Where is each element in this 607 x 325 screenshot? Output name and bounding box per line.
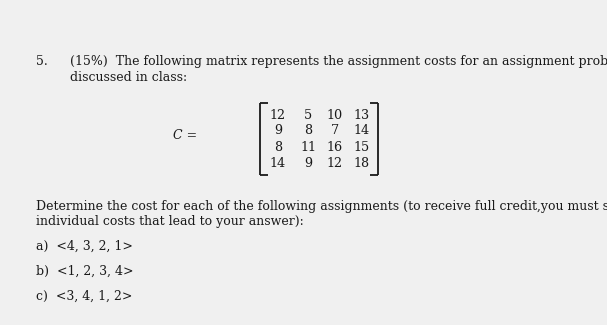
Text: 12: 12: [270, 109, 286, 122]
Text: c)  <3, 4, 1, 2>: c) <3, 4, 1, 2>: [36, 290, 133, 303]
Text: 8: 8: [304, 124, 312, 137]
Text: 16: 16: [327, 140, 343, 153]
Text: 15: 15: [354, 140, 370, 153]
Text: Determine the cost for each of the following assignments (to receive full credit: Determine the cost for each of the follo…: [36, 200, 607, 213]
Text: 9: 9: [304, 157, 312, 170]
Text: C =: C =: [173, 128, 197, 141]
Text: 11: 11: [300, 140, 316, 153]
Text: 12: 12: [327, 157, 343, 170]
Text: 14: 14: [354, 124, 370, 137]
Text: 5.: 5.: [36, 55, 48, 68]
Text: 9: 9: [274, 124, 282, 137]
Text: 14: 14: [270, 157, 286, 170]
Text: 8: 8: [274, 140, 282, 153]
Text: discussed in class:: discussed in class:: [70, 71, 187, 84]
Text: 7: 7: [331, 124, 339, 137]
Text: 5: 5: [304, 109, 312, 122]
Text: b)  <1, 2, 3, 4>: b) <1, 2, 3, 4>: [36, 265, 134, 278]
Text: 10: 10: [327, 109, 343, 122]
Text: 13: 13: [354, 109, 370, 122]
Text: individual costs that lead to your answer):: individual costs that lead to your answe…: [36, 215, 304, 228]
Text: a)  <4, 3, 2, 1>: a) <4, 3, 2, 1>: [36, 240, 134, 253]
Text: 18: 18: [354, 157, 370, 170]
Text: (15%)  The following matrix represents the assignment costs for an assignment pr: (15%) The following matrix represents th…: [70, 55, 607, 68]
